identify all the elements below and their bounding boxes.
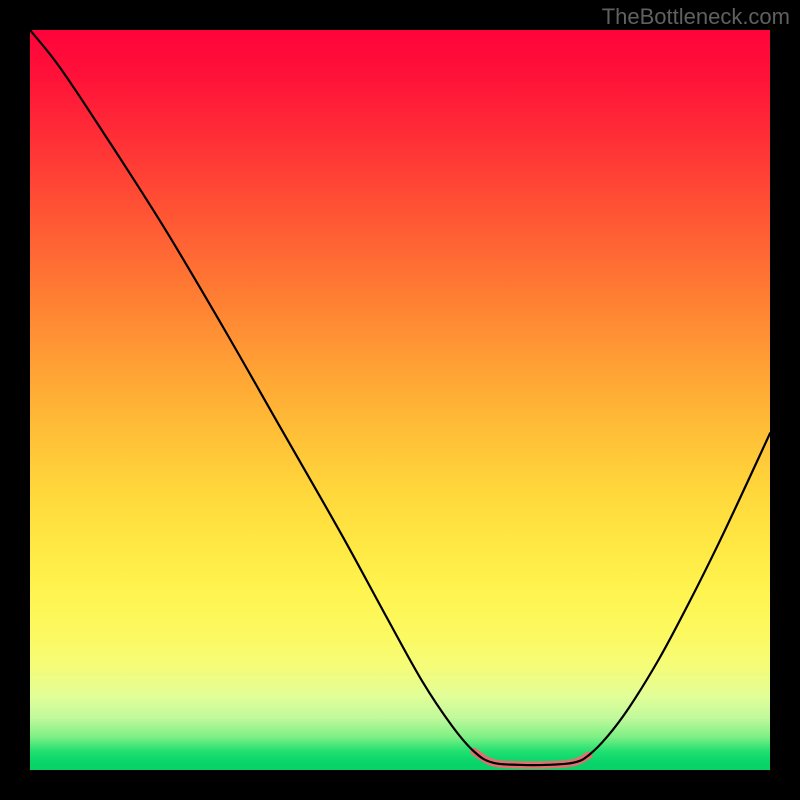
chart-svg (30, 30, 770, 770)
chart-frame: TheBottleneck.com (0, 0, 800, 800)
bottleneck-curve-chart (30, 30, 770, 770)
attribution-text: TheBottleneck.com (602, 4, 790, 30)
